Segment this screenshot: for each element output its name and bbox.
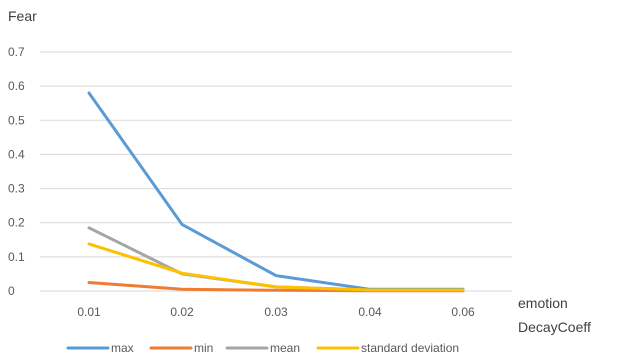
y-tick-label: 0.2: [8, 216, 25, 230]
legend-label: min: [194, 341, 213, 355]
series-line-standard-deviation: [87, 242, 465, 292]
x-tick-label: 0.04: [358, 305, 382, 319]
legend-label: max: [111, 341, 134, 355]
x-tick-label: 0.06: [451, 305, 475, 319]
y-tick-label: 0.7: [8, 45, 25, 59]
x-axis-ticks: 0.01 0.02 0.03 0.04 0.06: [77, 305, 475, 319]
legend-label: mean: [270, 341, 300, 355]
y-tick-label: 0.5: [8, 113, 25, 127]
x-tick-label: 0.03: [264, 305, 288, 319]
series-lines: [87, 91, 465, 293]
y-tick-label: 0.4: [8, 147, 25, 161]
y-tick-label: 0.3: [8, 182, 25, 196]
y-tick-label: 0.1: [8, 250, 25, 264]
series-line-mean: [87, 226, 465, 292]
y-axis-label: Fear: [8, 8, 37, 24]
series-line-max: [87, 91, 465, 291]
legend: max min mean standard deviation: [66, 341, 459, 355]
y-tick-label: 0: [8, 284, 15, 298]
x-axis-label-line-2: DecayCoeff: [518, 319, 591, 335]
legend-label: standard deviation: [361, 341, 459, 355]
gridlines: [40, 51, 512, 292]
y-tick-label: 0.6: [8, 79, 25, 93]
x-tick-label: 0.01: [77, 305, 101, 319]
y-axis-ticks: 0 0.1 0.2 0.3 0.4 0.5 0.6 0.7: [8, 45, 25, 298]
x-tick-label: 0.02: [170, 305, 194, 319]
x-axis-label-line-1: emotion: [518, 295, 568, 311]
